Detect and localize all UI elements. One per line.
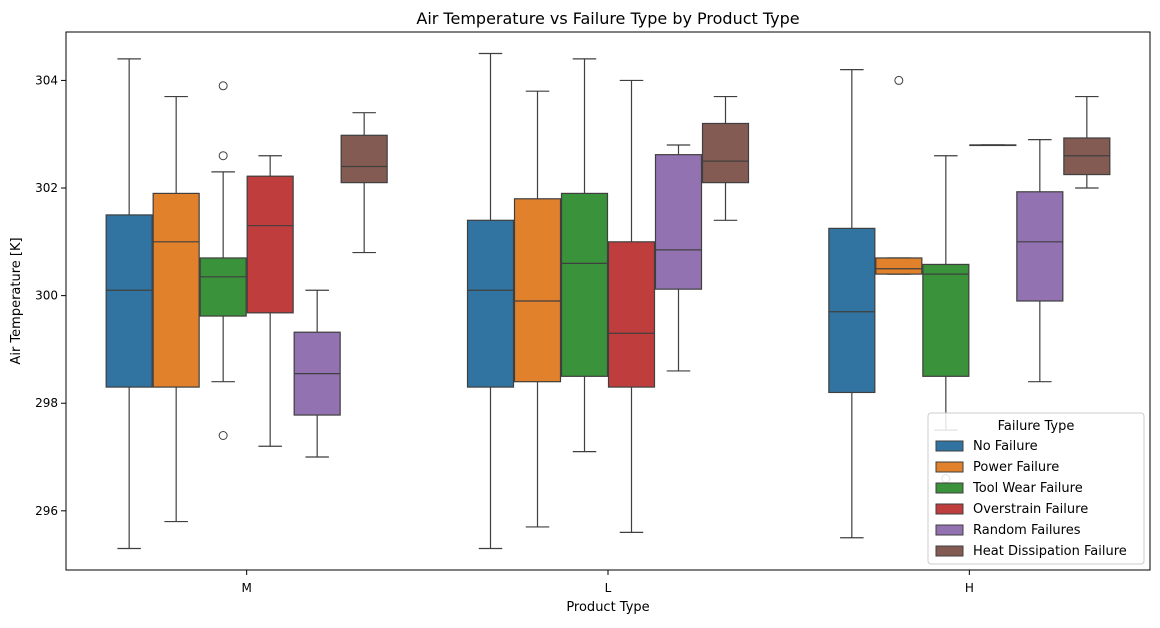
chart-title: Air Temperature vs Failure Type by Produ… [416, 9, 799, 28]
box-overstrain-failure-M [246, 155, 294, 447]
legend-swatch [935, 545, 964, 557]
box-tool-wear-failure-L [560, 58, 609, 453]
box-iqr [654, 154, 703, 290]
box-random-failures-H [1016, 139, 1064, 383]
y-tick-label: 304 [35, 73, 58, 87]
y-tick-label: 300 [35, 289, 58, 303]
legend-swatch [935, 440, 964, 452]
box-power-failure-M [152, 95, 200, 523]
box-tool-wear-failure-M [199, 81, 247, 440]
legend-label: Overstrain Failure [973, 502, 1088, 517]
legend-label: Power Failure [973, 460, 1059, 475]
box-random-failures-L [654, 144, 703, 372]
box-power-failure-H [875, 75, 923, 275]
box-iqr [607, 241, 656, 388]
legend-swatch [935, 461, 964, 473]
box-iqr [922, 263, 970, 377]
legend-label: Random Failures [973, 523, 1081, 538]
box-iqr [340, 134, 388, 184]
box-random-failures-M [293, 289, 341, 458]
axes: 296 298 300 302 304 M L H [35, 73, 974, 595]
legend-frame [927, 412, 1145, 565]
box-iqr [466, 219, 515, 388]
x-tick-label: L [605, 581, 612, 595]
box-overstrain-failure-H [969, 144, 1017, 147]
box-iqr [246, 175, 294, 314]
box-iqr [560, 192, 609, 377]
plot-area [105, 52, 1111, 550]
box-iqr [152, 192, 200, 388]
outlier-point [218, 81, 228, 91]
box-iqr [105, 214, 153, 388]
legend: Failure Type No Failure Power Failure Tool … [927, 412, 1145, 565]
legend-label: Tool Wear Failure [972, 481, 1083, 496]
outlier-point [218, 151, 228, 161]
x-tick-label: H [965, 581, 974, 595]
box-no-failure-M [105, 58, 153, 550]
box-heat-dissipation-failure-H [1063, 95, 1111, 189]
box-iqr [513, 198, 562, 383]
legend-label: No Failure [973, 439, 1038, 454]
box-heat-dissipation-failure-L [701, 95, 750, 221]
y-tick-label: 296 [35, 504, 58, 518]
box-iqr [199, 257, 247, 317]
legend-title: Failure Type [998, 419, 1075, 434]
box-iqr [701, 122, 750, 184]
box-iqr [828, 227, 876, 394]
legend-label: Heat Dissipation Failure [973, 544, 1127, 559]
box-overstrain-failure-L [607, 79, 656, 533]
legend-swatch [935, 482, 964, 494]
box-heat-dissipation-failure-M [340, 112, 388, 254]
box-no-failure-L [466, 52, 515, 550]
outlier-point [894, 75, 904, 85]
legend-swatch [935, 503, 964, 515]
box-power-failure-L [513, 90, 562, 528]
x-tick-label: M [241, 581, 251, 595]
outlier-point [218, 431, 228, 440]
box-no-failure-H [828, 69, 876, 539]
y-tick-label: 298 [35, 396, 58, 410]
box-iqr [875, 257, 923, 275]
box-tool-wear-failure-H [922, 155, 970, 484]
y-tick-label: 302 [35, 181, 58, 195]
legend-swatch [935, 524, 964, 536]
box-iqr [1016, 191, 1064, 302]
x-axis-label: Product Type [566, 600, 649, 615]
y-axis-label: Air Temperature [K] [9, 237, 24, 364]
